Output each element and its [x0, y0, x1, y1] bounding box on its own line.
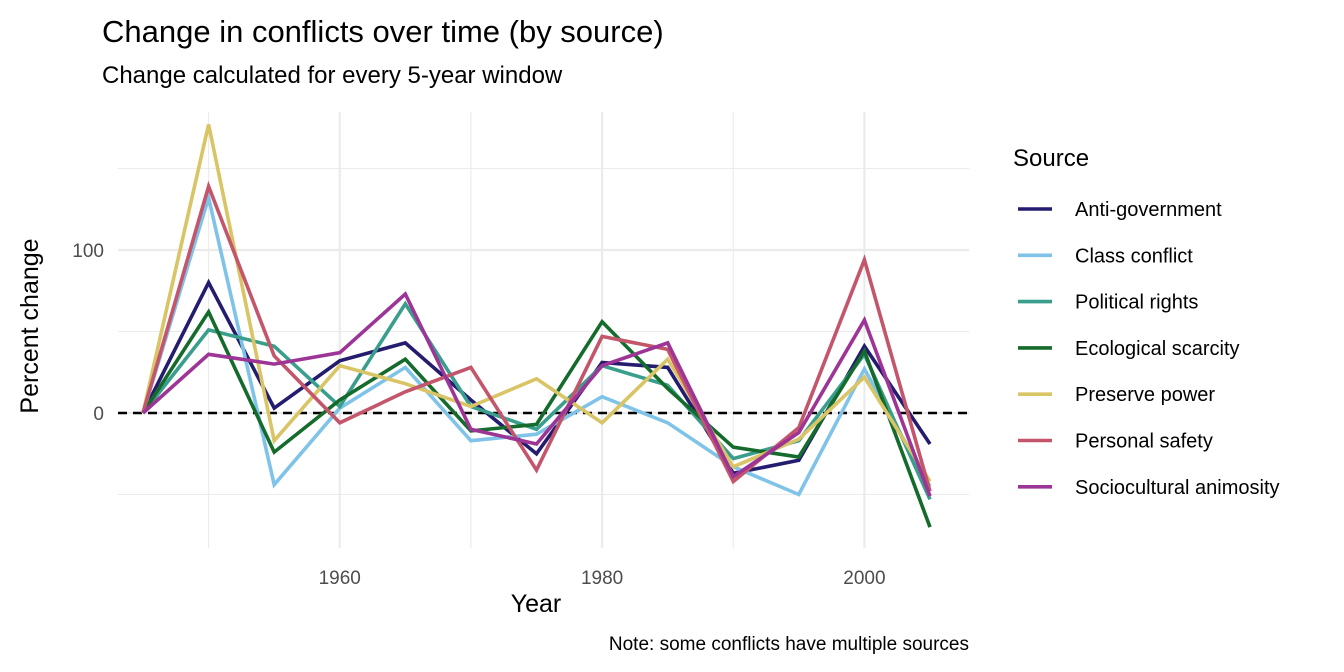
x-tick-label: 2000	[843, 568, 885, 589]
series-line-class-conflict	[141, 190, 932, 497]
legend: Source Anti-government Class conflict Poli…	[1013, 145, 1280, 499]
series-line-personal-safety	[141, 180, 932, 492]
legend-label: Sociocultural animosity	[1075, 477, 1280, 499]
legend-label: Anti-government	[1075, 199, 1222, 221]
chart-title: Change in conflicts over time (by source…	[102, 14, 664, 49]
series-line-sociocultural-animosity	[141, 291, 932, 497]
x-axis-title: Year	[511, 590, 562, 618]
legend-label: Political rights	[1075, 292, 1198, 314]
legend-items: Anti-government Class conflict Political r…	[1018, 199, 1280, 499]
chart-caption: Note: some conflicts have multiple sourc…	[609, 634, 969, 655]
series-line-ecological-scarcity	[141, 308, 932, 528]
legend-label: Ecological scarcity	[1075, 338, 1240, 360]
legend-label: Personal safety	[1075, 431, 1213, 453]
series-line-preserve-power	[141, 124, 932, 483]
series-line-anti-government	[141, 278, 932, 476]
y-tick-label: 0	[93, 404, 104, 425]
y-axis-title: Percent change	[16, 238, 44, 413]
legend-label: Preserve power	[1075, 384, 1215, 406]
series-lines	[141, 124, 932, 528]
legend-title: Source	[1013, 145, 1089, 172]
x-axis-ticks: 1960 1980 2000	[319, 568, 886, 589]
y-tick-label: 100	[72, 241, 104, 262]
x-tick-label: 1980	[581, 568, 623, 589]
legend-label: Class conflict	[1075, 245, 1193, 267]
grid-lines	[118, 112, 969, 548]
x-tick-label: 1960	[319, 568, 361, 589]
y-axis-ticks: 0 100	[72, 241, 104, 425]
chart-subtitle: Change calculated for every 5-year windo…	[102, 62, 563, 89]
